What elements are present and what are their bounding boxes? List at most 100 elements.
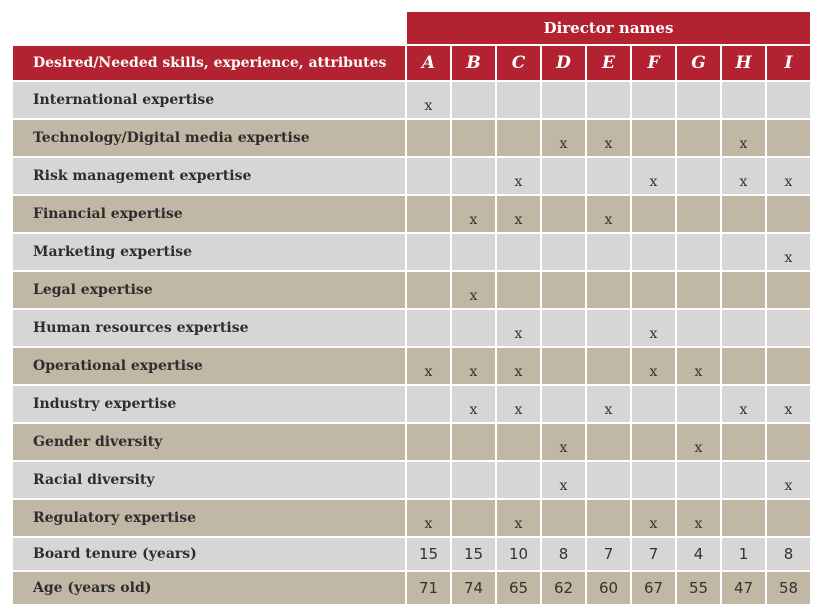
skill-cell bbox=[722, 462, 765, 498]
skill-cell bbox=[407, 462, 450, 498]
row-label: Risk management expertise bbox=[13, 158, 405, 194]
skill-cell bbox=[497, 272, 540, 308]
director-header-h: H bbox=[722, 46, 765, 80]
skill-cell bbox=[407, 272, 450, 308]
skill-cell bbox=[677, 196, 720, 232]
skill-cell bbox=[497, 120, 540, 156]
row-label: Industry expertise bbox=[13, 386, 405, 422]
skill-cell bbox=[587, 424, 630, 460]
skill-cell bbox=[632, 120, 675, 156]
director-names-header: Director names bbox=[407, 12, 810, 44]
director-header-i: I bbox=[767, 46, 810, 80]
director-header-f: F bbox=[632, 46, 675, 80]
skill-cell bbox=[542, 348, 585, 384]
value-cell: 58 bbox=[767, 572, 810, 604]
skill-cell: x bbox=[497, 196, 540, 232]
blank-corner bbox=[13, 12, 405, 44]
value-cell: 67 bbox=[632, 572, 675, 604]
table-row: International expertise x bbox=[13, 82, 810, 118]
skill-cell bbox=[722, 500, 765, 536]
row-label: Marketing expertise bbox=[13, 234, 405, 270]
skill-cell bbox=[722, 348, 765, 384]
value-cell: 15 bbox=[407, 538, 450, 570]
skill-cell bbox=[587, 158, 630, 194]
skill-cell: x bbox=[632, 158, 675, 194]
skill-cell bbox=[767, 120, 810, 156]
column-header-row: Desired/Needed skills, experience, attri… bbox=[13, 46, 810, 80]
director-header-e: E bbox=[587, 46, 630, 80]
director-header-a: A bbox=[407, 46, 450, 80]
table-row: Technology/Digital media expertise x x x bbox=[13, 120, 810, 156]
table-row: Board tenure (years) 15 15 10 8 7 7 4 1 8 bbox=[13, 538, 810, 570]
skill-cell bbox=[452, 82, 495, 118]
skill-cell bbox=[677, 120, 720, 156]
skill-cell bbox=[452, 120, 495, 156]
skill-cell bbox=[542, 310, 585, 346]
table-row: Risk management expertise x x x x bbox=[13, 158, 810, 194]
skill-cell: x bbox=[407, 348, 450, 384]
skill-cell bbox=[407, 424, 450, 460]
skill-cell bbox=[587, 310, 630, 346]
skill-cell bbox=[722, 196, 765, 232]
skill-rows: International expertise x Technology/Digit… bbox=[13, 82, 810, 536]
skill-cell: x bbox=[497, 310, 540, 346]
skill-cell bbox=[722, 234, 765, 270]
skill-cell: x bbox=[407, 500, 450, 536]
skill-cell bbox=[542, 500, 585, 536]
skill-cell bbox=[542, 158, 585, 194]
skill-cell bbox=[542, 82, 585, 118]
skill-cell bbox=[632, 82, 675, 118]
value-cell: 74 bbox=[452, 572, 495, 604]
value-cell: 1 bbox=[722, 538, 765, 570]
row-label: Racial diversity bbox=[13, 462, 405, 498]
row-label: Gender diversity bbox=[13, 424, 405, 460]
row-label: Technology/Digital media expertise bbox=[13, 120, 405, 156]
director-header-d: D bbox=[542, 46, 585, 80]
skill-cell bbox=[452, 500, 495, 536]
skill-cell: x bbox=[632, 500, 675, 536]
skill-cell bbox=[722, 82, 765, 118]
director-header-b: B bbox=[452, 46, 495, 80]
skill-cell: x bbox=[767, 386, 810, 422]
skill-cell bbox=[632, 196, 675, 232]
skill-cell bbox=[452, 424, 495, 460]
value-cell: 7 bbox=[587, 538, 630, 570]
skill-cell bbox=[722, 272, 765, 308]
skill-cell: x bbox=[497, 348, 540, 384]
skill-cell: x bbox=[632, 310, 675, 346]
director-skills-matrix: Director names Desired/Needed skills, ex… bbox=[11, 10, 812, 606]
skill-cell: x bbox=[452, 386, 495, 422]
table-row: Racial diversity x x bbox=[13, 462, 810, 498]
row-label: Age (years old) bbox=[13, 572, 405, 604]
value-cell: 60 bbox=[587, 572, 630, 604]
skill-cell bbox=[407, 386, 450, 422]
skill-cell: x bbox=[497, 158, 540, 194]
skill-cell bbox=[407, 310, 450, 346]
skill-cell bbox=[677, 158, 720, 194]
skill-cell bbox=[407, 120, 450, 156]
row-label: Regulatory expertise bbox=[13, 500, 405, 536]
skill-cell bbox=[767, 82, 810, 118]
skill-cell: x bbox=[407, 82, 450, 118]
numeric-rows: Board tenure (years) 15 15 10 8 7 7 4 1 8 Age (yea… bbox=[13, 538, 810, 604]
director-header-g: G bbox=[677, 46, 720, 80]
table-row: Age (years old) 71 74 65 62 60 67 55 47 58 bbox=[13, 572, 810, 604]
value-cell: 15 bbox=[452, 538, 495, 570]
skill-cell bbox=[632, 462, 675, 498]
skill-cell: x bbox=[542, 462, 585, 498]
director-header-c: C bbox=[497, 46, 540, 80]
skill-cell bbox=[587, 462, 630, 498]
skill-cell: x bbox=[587, 386, 630, 422]
skill-cell bbox=[452, 234, 495, 270]
skill-cell: x bbox=[452, 196, 495, 232]
row-label: Board tenure (years) bbox=[13, 538, 405, 570]
skill-cell bbox=[722, 310, 765, 346]
table-row: Financial expertise x x x bbox=[13, 196, 810, 232]
skill-cell bbox=[587, 348, 630, 384]
skill-cell bbox=[677, 310, 720, 346]
row-label: Operational expertise bbox=[13, 348, 405, 384]
skill-cell bbox=[677, 234, 720, 270]
skill-cell: x bbox=[587, 196, 630, 232]
skill-cell: x bbox=[722, 158, 765, 194]
table-row: Human resources expertise x x bbox=[13, 310, 810, 346]
